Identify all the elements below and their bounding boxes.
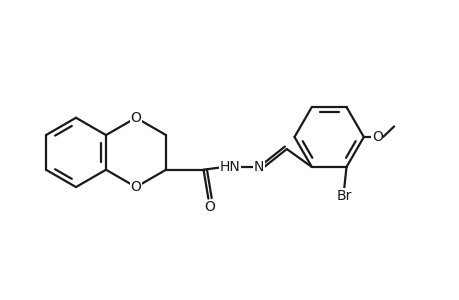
Text: HN: HN	[219, 160, 240, 174]
Text: Br: Br	[336, 189, 351, 203]
Text: O: O	[130, 180, 141, 194]
Text: N: N	[253, 160, 263, 174]
Text: O: O	[203, 200, 214, 214]
Text: O: O	[371, 130, 382, 144]
Text: O: O	[130, 111, 141, 125]
